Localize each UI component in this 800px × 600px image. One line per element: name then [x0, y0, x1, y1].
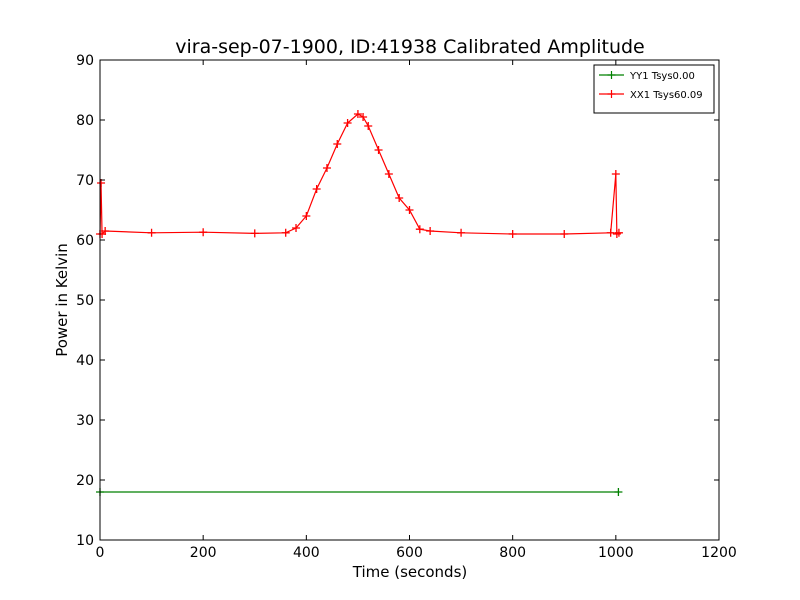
data-point: [302, 212, 311, 220]
x-tick-label: 200: [190, 545, 217, 561]
chart-title: vira-sep-07-1900, ID:41938 Calibrated Am…: [175, 36, 645, 58]
data-point: [312, 185, 321, 193]
data-point: [359, 113, 368, 121]
y-tick-label: 50: [76, 293, 94, 309]
y-tick-label: 40: [76, 353, 94, 369]
x-tick-label: 800: [499, 545, 526, 561]
data-point: [405, 206, 414, 214]
data-point: [101, 227, 110, 235]
data-point: [612, 230, 621, 238]
y-tick-label: 10: [76, 533, 94, 549]
ticks-layer: 0 200 400 600 800 1000 1200 10 20 30 40 50 60 70 80 90: [76, 53, 737, 561]
series-1: [96, 488, 623, 496]
legend-label: XX1 Tsys60.09: [630, 90, 703, 101]
y-tick-label: 70: [76, 173, 94, 189]
x-tick-label: 0: [96, 545, 105, 561]
legend-marker: [607, 71, 616, 79]
x-tick-label: 400: [293, 545, 320, 561]
data-point: [374, 146, 383, 154]
data-point: [415, 225, 424, 234]
legend-label: YY1 Tsys0.00: [629, 71, 695, 82]
data-point: [250, 229, 259, 238]
data-point: [457, 228, 466, 237]
series-layer: [96, 110, 623, 496]
y-tick-label: 20: [76, 473, 94, 489]
y-tick-label: 30: [76, 413, 94, 429]
y-axis-label: Power in Kelvin: [53, 243, 71, 357]
x-axis-label: Time (seconds): [352, 563, 468, 581]
data-point: [322, 164, 331, 172]
data-point: [384, 170, 393, 178]
data-point: [343, 119, 352, 127]
series-2: [96, 110, 623, 238]
data-point: [614, 228, 623, 237]
data-point: [364, 122, 373, 130]
x-tick-label: 1200: [701, 545, 737, 561]
data-point: [281, 228, 290, 237]
y-tick-label: 90: [76, 53, 94, 69]
data-point: [292, 224, 301, 232]
y-tick-label: 80: [76, 113, 94, 129]
data-point: [395, 194, 404, 202]
data-point: [508, 230, 517, 238]
plot-frame: [99, 59, 720, 541]
data-point: [147, 228, 156, 237]
legend-marker: [607, 90, 616, 98]
data-point: [611, 170, 620, 178]
data-point: [199, 228, 208, 237]
data-point: [333, 140, 342, 148]
data-point: [426, 227, 435, 235]
data-point: [353, 110, 362, 118]
x-tick-label: 1000: [598, 545, 634, 561]
data-point: [606, 228, 615, 237]
data-point: [614, 488, 623, 496]
legend: YY1 Tsys0.00 XX1 Tsys60.09: [593, 64, 715, 114]
data-point: [560, 230, 569, 238]
x-tick-label: 600: [396, 545, 423, 561]
series-line: [99, 113, 620, 236]
legend-box: [593, 64, 715, 114]
y-tick-label: 60: [76, 233, 94, 249]
